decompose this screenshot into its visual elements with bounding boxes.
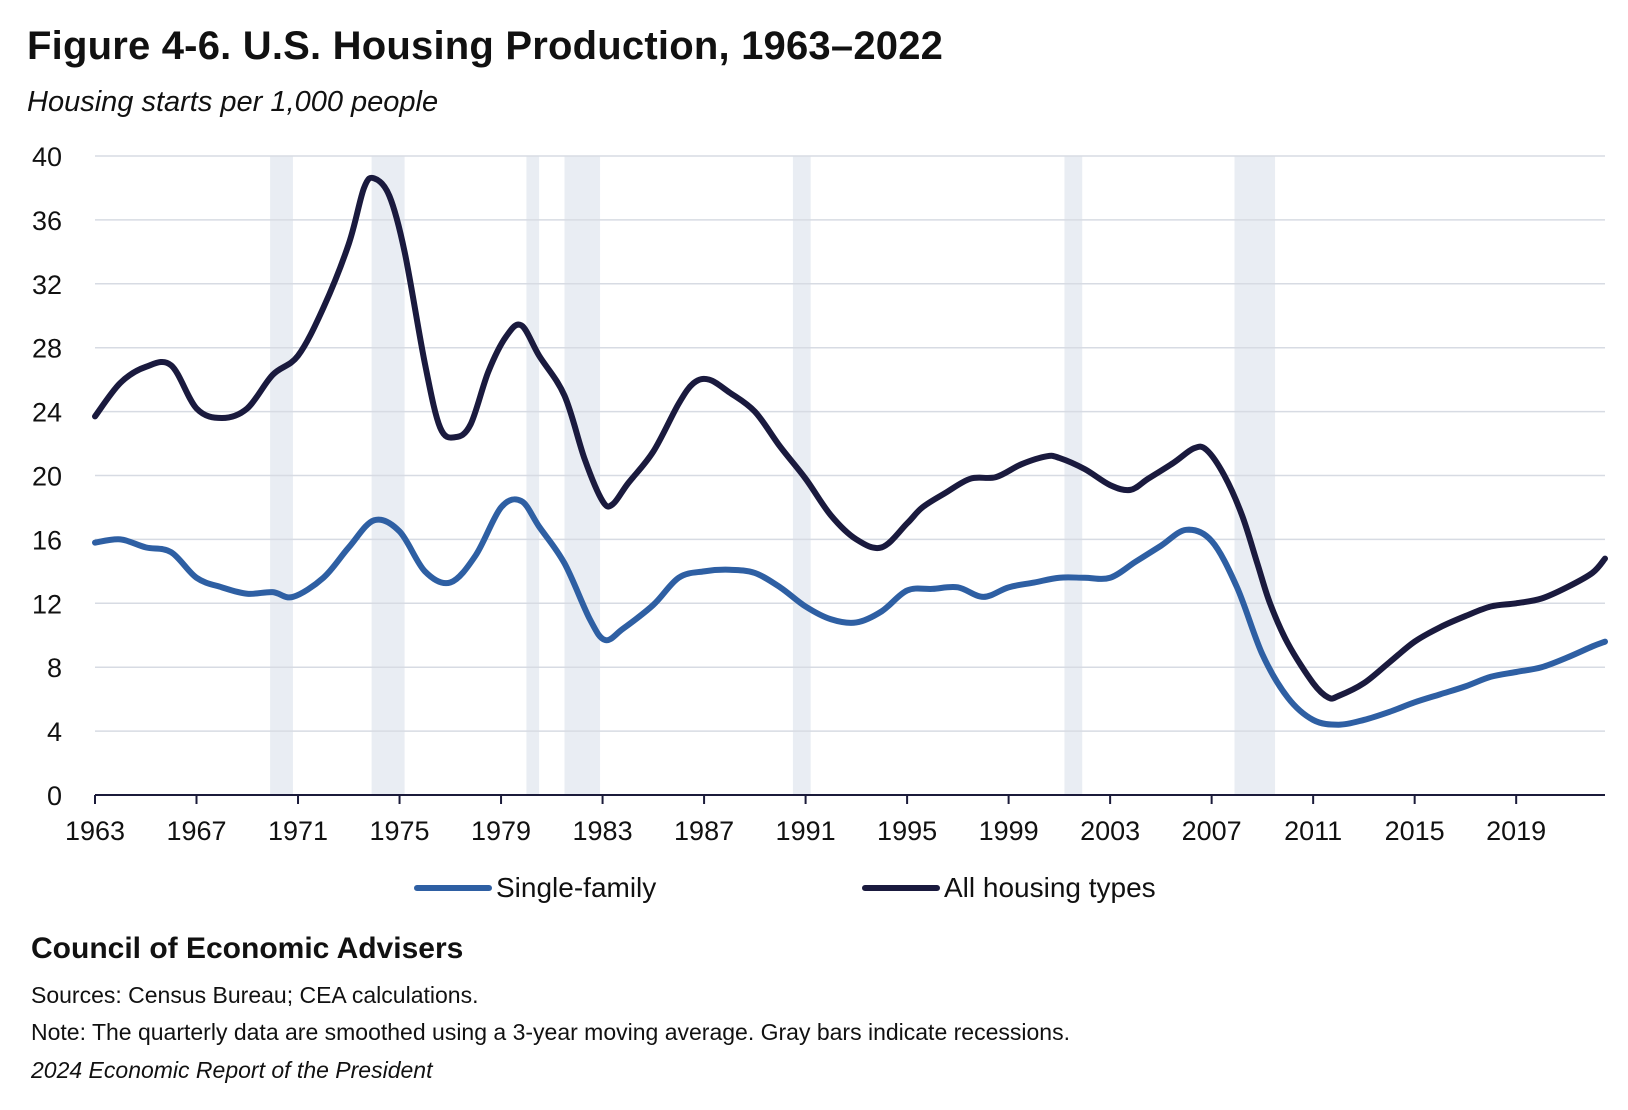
y-tick-label: 28 [32,334,62,364]
y-tick-label: 0 [47,781,62,811]
footer-sources: Sources: Census Bureau; CEA calculations… [31,982,479,1008]
legend-label-single-family: Single-family [496,872,657,903]
x-tick-label: 1975 [369,816,429,846]
y-tick-label: 24 [32,398,62,428]
x-tick-label: 1963 [65,816,125,846]
x-tick-label: 2003 [1080,816,1140,846]
y-tick-label: 20 [32,462,62,492]
y-tick-label: 8 [47,653,62,683]
chart-title: Figure 4-6. U.S. Housing Production, 196… [27,24,944,68]
legend-swatch-single-family [414,885,492,891]
y-axis-ticks: 0 4 8 12 16 20 24 28 32 36 40 [32,142,62,811]
x-tick-label: 2011 [1284,816,1342,846]
y-tick-label: 16 [32,525,62,555]
x-tick-label: 1979 [471,816,531,846]
footer-report: 2024 Economic Report of the President [31,1057,433,1083]
y-gridlines [95,155,1605,732]
x-tick-label: 1987 [674,816,734,846]
legend-item-all-housing: All housing types [862,872,1156,904]
series-line-single-family [92,496,1608,728]
x-tick-label: 1995 [877,816,937,846]
y-tick-label: 32 [32,270,62,300]
x-axis-ticks: 1963 1967 1971 1975 1979 1983 1987 1991 1995 1999… [65,795,1546,846]
legend-swatch-all-housing [862,885,940,891]
x-tick-label: 1983 [573,816,633,846]
legend: Single-family All housing types [0,872,1628,922]
series-line-all-housing-types [92,174,1608,702]
legend-item-single-family: Single-family [414,872,656,904]
x-tick-label: 1967 [166,816,226,846]
y-tick-label: 40 [32,142,62,172]
x-tick-label: 2007 [1182,816,1242,846]
footer-organization: Council of Economic Advisers [31,932,464,965]
x-tick-label: 2015 [1385,816,1445,846]
chart-subtitle: Housing starts per 1,000 people [27,86,439,118]
line-chart: 0 4 8 12 16 20 24 28 32 36 40 1963 1967 1971 1975 1979… [32,142,1608,846]
legend-label-all-housing: All housing types [944,872,1156,903]
x-tick-label: 1991 [776,816,836,846]
footer-note: Note: The quarterly data are smoothed us… [31,1019,1070,1045]
x-tick-label: 2019 [1486,816,1546,846]
x-tick-label: 1999 [979,816,1039,846]
x-tick-label: 1971 [268,816,328,846]
y-tick-label: 12 [32,589,62,619]
y-tick-label: 36 [32,206,62,236]
series-lines [92,174,1608,728]
y-tick-label: 4 [47,717,62,747]
